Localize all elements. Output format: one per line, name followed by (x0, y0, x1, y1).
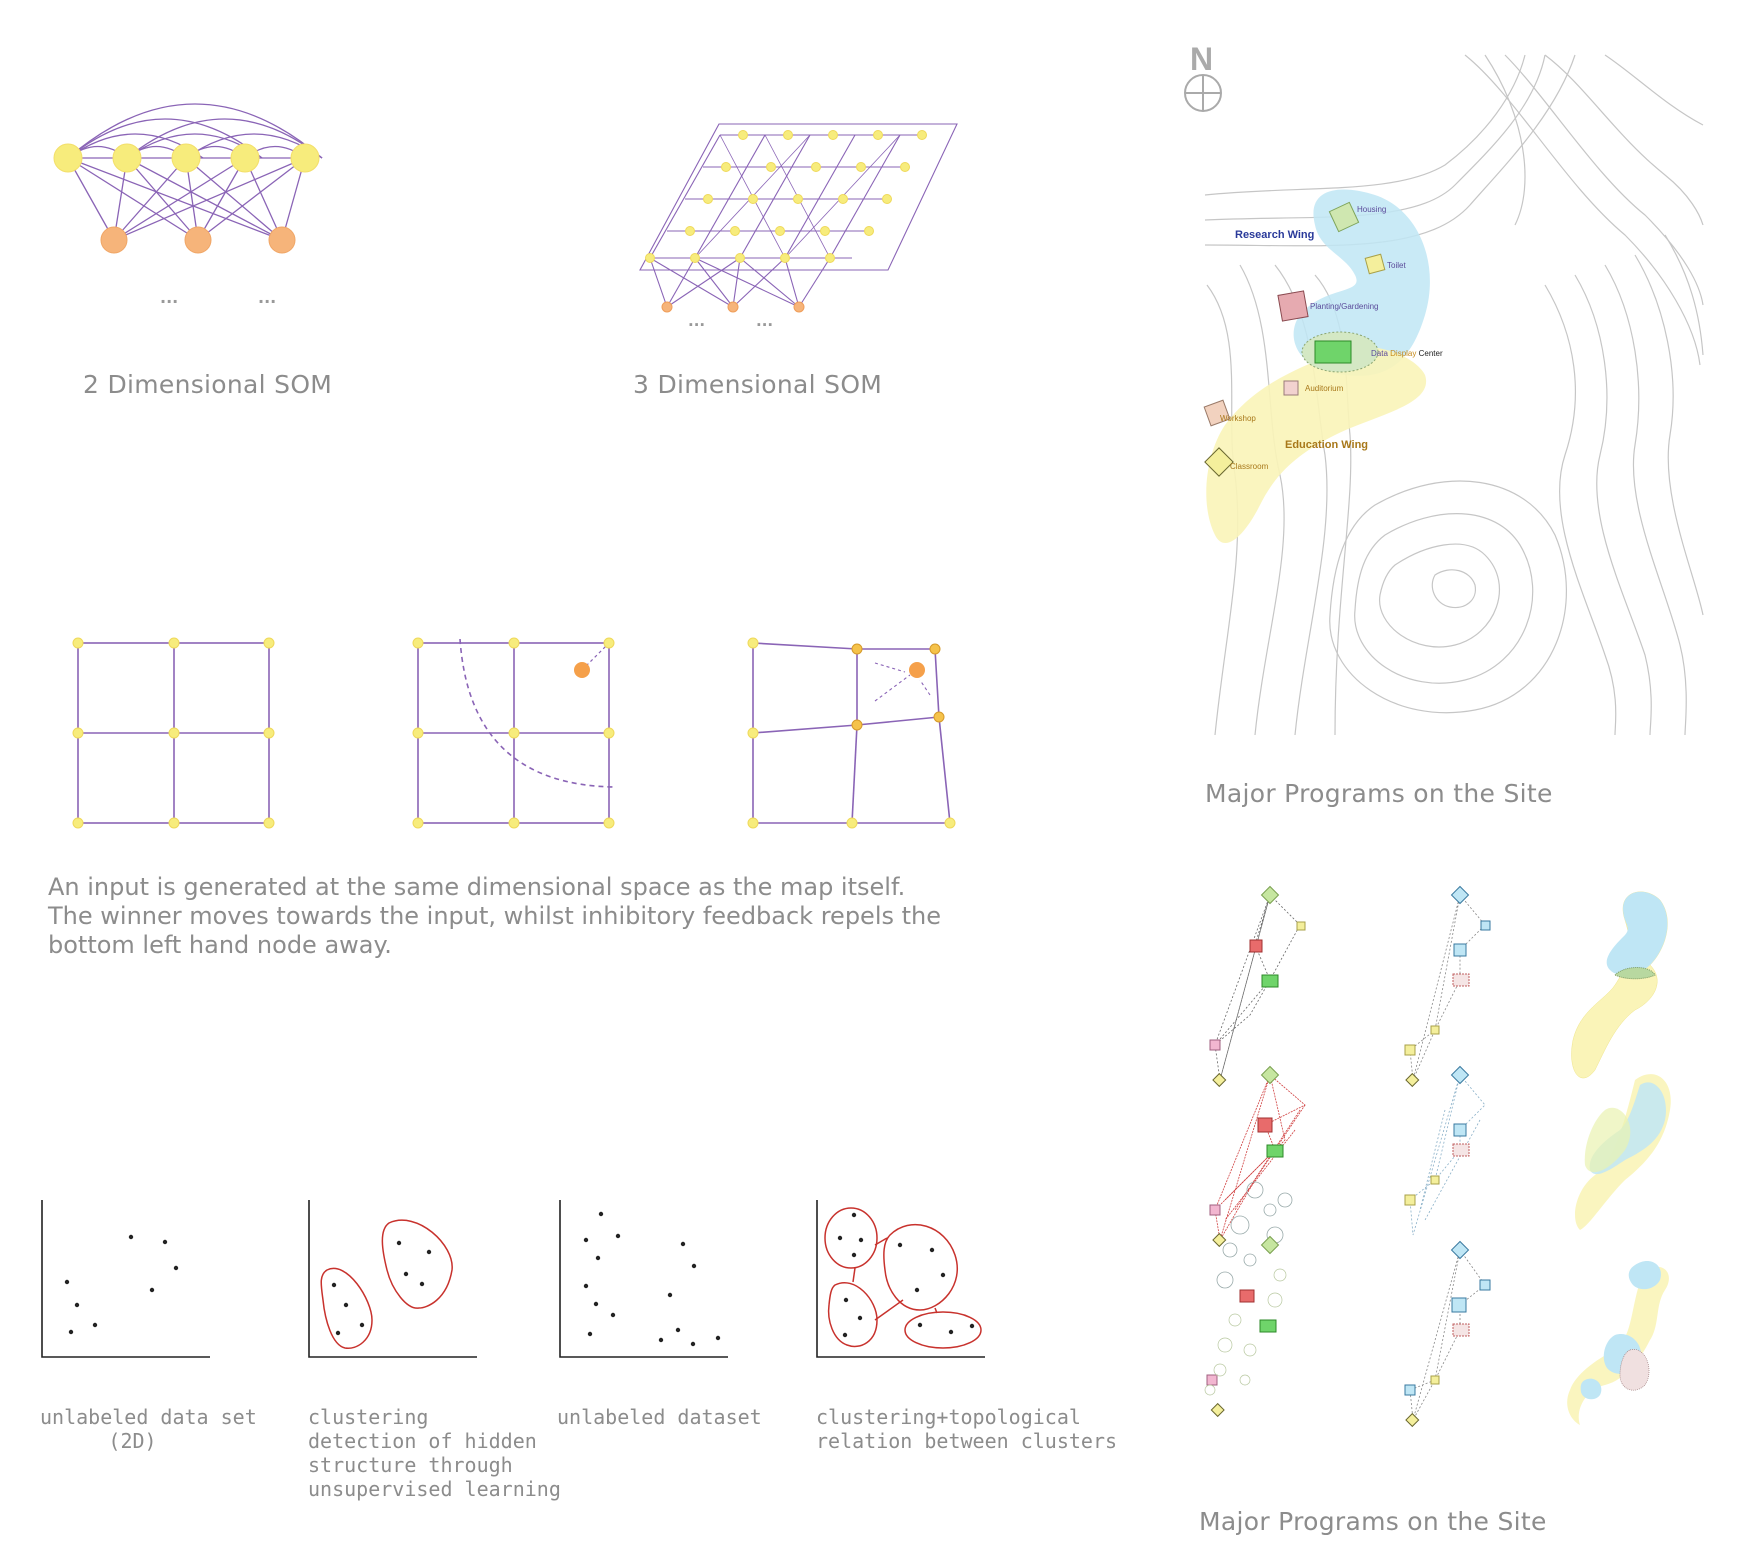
som-node (230, 143, 260, 173)
research-wing-zone (1293, 189, 1430, 376)
input-point (909, 662, 925, 678)
som-node (112, 143, 142, 173)
caption-clustering: clustering detection of hidden structure… (308, 1405, 561, 1501)
input-node (100, 226, 128, 254)
program-workshop: Workshop (1220, 414, 1256, 423)
education-wing-label: Education Wing (1285, 439, 1368, 451)
ellipsis: ... (160, 288, 179, 307)
ellipsis: ... (258, 288, 277, 307)
program-planting: Planting/Gardening (1310, 302, 1379, 311)
ellipsis: ... (688, 312, 706, 330)
variants-grid (1204, 885, 1671, 1428)
program-toilet: Toilet (1387, 261, 1406, 270)
site-map: N Housing (1184, 41, 1704, 736)
ellipsis: ... (756, 312, 774, 330)
variant-network-2 (1409, 894, 1486, 1081)
education-wing-zone (1206, 346, 1427, 544)
variant-network-1 (1214, 894, 1301, 1081)
north-label: N (1190, 41, 1213, 77)
program-classroom: Classroom (1230, 462, 1269, 471)
research-wing-label: Research Wing (1235, 229, 1314, 241)
north-arrow-icon (1184, 74, 1222, 112)
caption-unlabeled-dataset: unlabeled dataset (557, 1405, 762, 1429)
som-node (171, 143, 201, 173)
caption-2d-som: 2 Dimensional SOM (83, 370, 333, 399)
input-point (574, 662, 590, 678)
update-description: An input is generated at the same dimens… (48, 873, 941, 960)
som-node (290, 143, 320, 173)
variants-caption: Major Programs on the Site (1199, 1507, 1547, 1536)
grid-input (412, 637, 616, 829)
grid-updated (747, 637, 956, 829)
program-data-display: Data Display Center (1371, 349, 1443, 358)
program-housing: Housing (1357, 205, 1386, 214)
scatter-topological (816, 1200, 985, 1358)
scatter-unlabeled-dataset (559, 1200, 728, 1358)
som-2d-diagram (53, 103, 323, 254)
scatter-clustering (308, 1200, 477, 1358)
caption-3d-som: 3 Dimensional SOM (633, 370, 883, 399)
caption-unlabeled-2d: unlabeled data set (2D) (40, 1405, 257, 1453)
som-node (53, 143, 83, 173)
site-map-caption: Major Programs on the Site (1205, 779, 1553, 808)
description-line: bottom left hand node away. (48, 931, 392, 959)
som-3d-diagram (639, 123, 958, 313)
caption-topological: clustering+topological relation between … (816, 1405, 1118, 1453)
input-node (268, 226, 296, 254)
description-line: The winner moves towards the input, whil… (48, 902, 942, 930)
program-auditorium: Auditorium (1305, 384, 1344, 393)
grid-initial (72, 637, 275, 829)
description-line: An input is generated at the same dimens… (48, 873, 906, 901)
input-node (184, 226, 212, 254)
scatter-unlabeled-2d (41, 1200, 210, 1358)
